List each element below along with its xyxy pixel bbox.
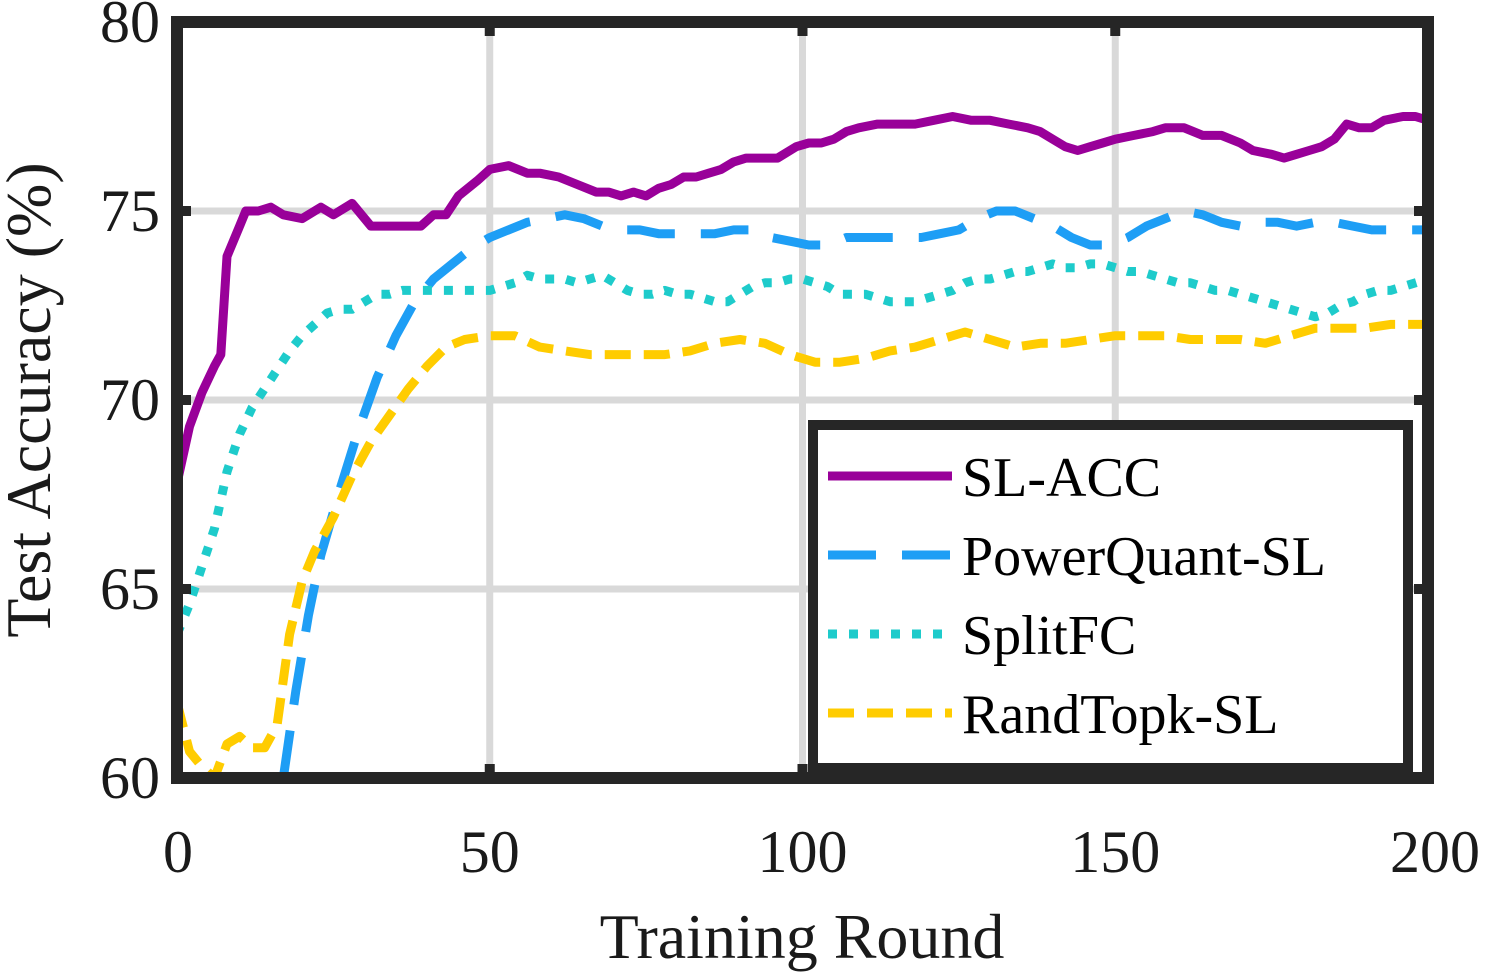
legend-label-powerquant-sl: PowerQuant-SL <box>962 526 1326 588</box>
legend-label-splitfc: SplitFC <box>962 605 1136 667</box>
series-line-randtopk-sl <box>172 319 1428 783</box>
x-axis-label: Training Round <box>600 901 1005 972</box>
x-tick-label: 50 <box>460 819 520 885</box>
series-line-sl-acc <box>172 112 1430 485</box>
y-tick-label: 70 <box>100 367 160 433</box>
series-line-powerquant-sl <box>278 206 1428 779</box>
x-tick-label: 150 <box>1070 819 1160 885</box>
legend-label-sl-acc: SL-ACC <box>962 447 1161 509</box>
y-tick-label: 80 <box>100 0 160 55</box>
y-tick-label: 60 <box>100 745 160 811</box>
x-tick-label: 200 <box>1390 819 1480 885</box>
series-layer <box>172 112 1430 783</box>
y-tick-label: 75 <box>100 178 160 244</box>
y-tick-labels: 60 65 70 75 80 <box>100 0 160 811</box>
legend-label-randtopk-sl: RandTopk-SL <box>962 684 1279 746</box>
series-line-splitfc <box>172 259 1430 637</box>
x-tick-label: 100 <box>758 819 848 885</box>
x-tick-labels: 0 50 100 150 200 <box>163 819 1480 885</box>
y-axis-label: Test Accuracy (%) <box>0 162 64 637</box>
legend: SL-ACC PowerQuant-SL SplitFC RandTopk-SL <box>808 420 1413 773</box>
legend-items: SL-ACC PowerQuant-SL SplitFC RandTopk-SL <box>828 447 1326 746</box>
x-tick-label: 0 <box>163 819 193 885</box>
plot-frame <box>171 16 1434 784</box>
y-tick-label: 65 <box>100 556 160 622</box>
